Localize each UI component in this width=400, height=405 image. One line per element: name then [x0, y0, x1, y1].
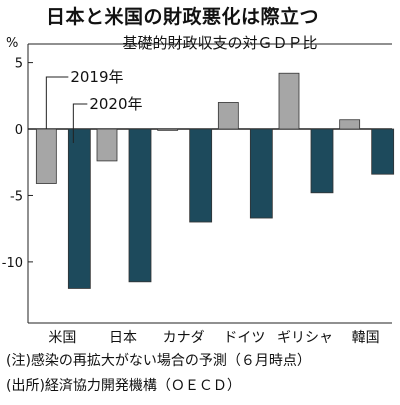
x-category-label: 日本	[109, 330, 137, 345]
bar-2019	[157, 128, 179, 131]
bar-chart: 5 0 -5 -10 米国 日本 カナダ ドイツ ギリシャ 韓国 2019年 2020年	[2, 43, 395, 345]
bar-2019	[96, 128, 118, 162]
legend-leader-2020	[72, 103, 88, 144]
bar-2020	[67, 128, 91, 289]
chart-subtitle: 基礎的財政収支の対ＧＤＰ比	[122, 34, 318, 52]
bar-2019	[278, 72, 300, 130]
y-tick-label: -10	[2, 256, 23, 271]
x-category-label: ドイツ	[223, 330, 265, 345]
legend-leader-2019	[45, 76, 69, 130]
x-category-label: ギリシャ	[277, 330, 333, 345]
chart-note: (注)感染の再拡大がない場合の予測（６月時点）	[6, 353, 311, 369]
y-tick-label: 0	[15, 123, 23, 138]
bar-2020	[310, 128, 334, 194]
chart-source: (出所)経済協力開発機構（ＯＥＣＤ）	[6, 378, 241, 394]
y-tick-label: -5	[10, 189, 23, 204]
y-tick-label: 5	[15, 57, 23, 72]
bar-2020	[371, 128, 395, 175]
bar-2020	[249, 128, 273, 219]
x-category-label: 米国	[48, 330, 76, 345]
bar-2019	[339, 119, 361, 130]
bar-2020	[189, 128, 213, 223]
x-category-label: 韓国	[352, 330, 380, 345]
legend-label-2020: 2020年	[89, 95, 142, 113]
x-category-label: カナダ	[163, 330, 205, 345]
y-unit-label: %	[6, 36, 19, 51]
bar-2019	[217, 102, 239, 130]
bar-2019	[35, 128, 57, 184]
legend-label-2019: 2019年	[70, 68, 123, 86]
chart-title: 日本と米国の財政悪化は際立つ	[46, 6, 320, 28]
bar-2020	[128, 128, 152, 283]
